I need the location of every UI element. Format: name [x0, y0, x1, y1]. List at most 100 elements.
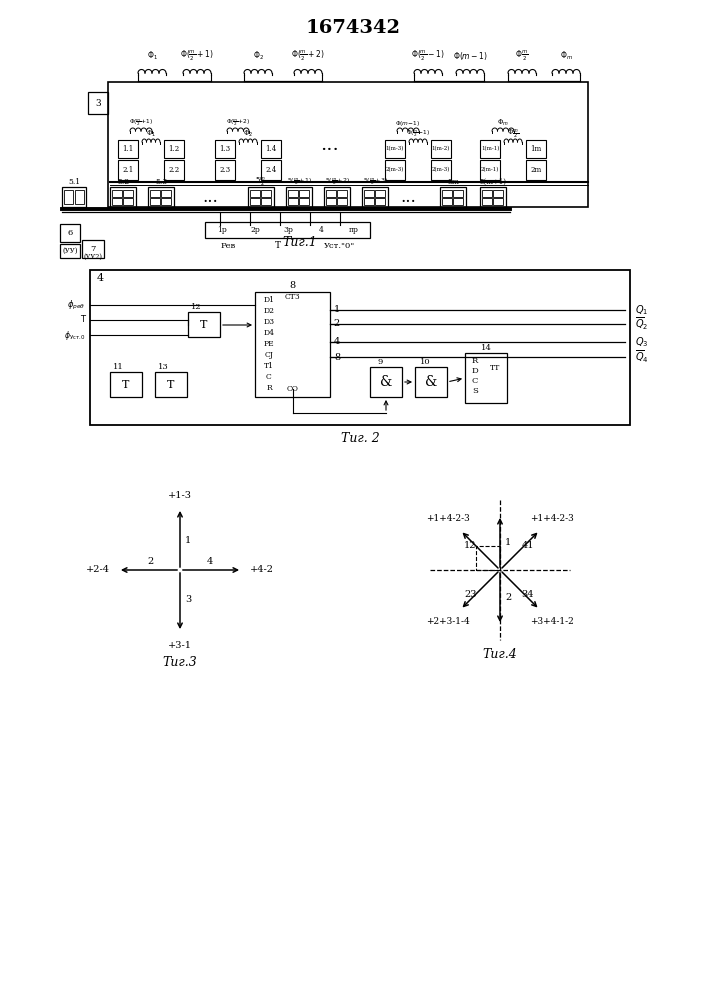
Bar	[286, 187, 312, 207]
Bar	[337, 198, 347, 205]
Text: $\Phi(\frac{m}{2}-1)$: $\Phi(\frac{m}{2}-1)$	[411, 49, 445, 63]
Text: $\Phi_1$: $\Phi_1$	[146, 129, 156, 139]
Text: ...: ...	[202, 188, 218, 206]
Bar	[375, 198, 385, 205]
Bar	[526, 140, 546, 158]
Bar	[261, 190, 271, 197]
Text: 6: 6	[67, 229, 73, 237]
Text: 3: 3	[95, 99, 101, 107]
Text: 1.3: 1.3	[219, 145, 230, 153]
Bar	[431, 140, 451, 158]
Bar	[255, 292, 330, 397]
Text: 5m: 5m	[447, 178, 459, 186]
Bar	[112, 190, 122, 197]
Bar	[148, 187, 174, 207]
Bar	[493, 198, 503, 205]
Bar	[442, 190, 452, 197]
Bar	[90, 270, 630, 425]
Bar	[526, 160, 546, 180]
Bar	[60, 244, 80, 258]
Text: 12: 12	[191, 303, 201, 311]
Bar	[62, 187, 86, 207]
Bar	[364, 190, 374, 197]
Text: D4: D4	[264, 329, 274, 337]
Text: 1(m-1): 1(m-1)	[481, 146, 499, 152]
Text: 1(m-3): 1(m-3)	[386, 146, 404, 152]
Text: 5(m+1): 5(m+1)	[479, 178, 506, 186]
Text: +3-1: +3-1	[168, 641, 192, 650]
Bar	[88, 92, 108, 114]
Text: +1+4-2-3: +1+4-2-3	[426, 514, 470, 523]
Bar	[385, 140, 405, 158]
Bar	[110, 372, 142, 397]
Text: 8: 8	[334, 353, 340, 361]
Text: $\Phi(\frac{m}{2}\!-\!1)$: $\Phi(\frac{m}{2}\!-\!1)$	[406, 129, 431, 139]
Bar	[480, 187, 506, 207]
Bar	[248, 187, 274, 207]
Text: D1: D1	[264, 296, 274, 304]
Text: 4: 4	[319, 226, 323, 234]
Text: $5(\frac{m}{2}\!+\!3)$: $5(\frac{m}{2}\!+\!3)$	[363, 177, 387, 187]
Text: 2m: 2m	[530, 166, 542, 174]
Text: 1.1: 1.1	[122, 145, 134, 153]
Text: 9: 9	[378, 358, 382, 366]
Text: +3+4-1-2: +3+4-1-2	[530, 617, 573, 626]
Text: 23: 23	[464, 590, 477, 599]
Text: T: T	[200, 320, 208, 330]
Text: 10: 10	[420, 358, 431, 366]
Text: 1m: 1m	[530, 145, 542, 153]
Text: $\overline{Q}_2$: $\overline{Q}_2$	[635, 316, 648, 332]
Bar	[123, 190, 133, 197]
Bar	[82, 240, 104, 258]
Text: D: D	[472, 367, 479, 375]
Text: Τиг.4: Τиг.4	[483, 648, 518, 662]
Text: 1: 1	[334, 306, 340, 314]
Bar	[482, 198, 492, 205]
Bar	[370, 367, 402, 397]
Bar	[215, 140, 235, 158]
Text: ...: ...	[400, 188, 416, 206]
Text: 11: 11	[112, 363, 124, 371]
Text: T: T	[168, 380, 175, 390]
Text: C: C	[266, 373, 272, 381]
Text: +1+4-2-3: +1+4-2-3	[530, 514, 573, 523]
Bar	[205, 222, 370, 238]
Bar	[465, 353, 507, 403]
Text: C: C	[472, 377, 478, 385]
Text: 41: 41	[522, 541, 534, 550]
Text: 1.2: 1.2	[168, 145, 180, 153]
Text: &: &	[425, 375, 437, 389]
Text: $\Phi_m$: $\Phi_m$	[497, 118, 509, 128]
Bar	[326, 198, 336, 205]
Text: $\Phi(\frac{m}{2}\!+\!1)$: $\Phi(\frac{m}{2}\!+\!1)$	[129, 118, 153, 128]
Text: 2.2: 2.2	[168, 166, 180, 174]
Bar	[188, 312, 220, 337]
Text: TT: TT	[490, 364, 500, 372]
Text: T: T	[275, 241, 281, 250]
Bar	[431, 160, 451, 180]
Text: ...: ...	[321, 136, 339, 154]
Bar	[161, 190, 171, 197]
Bar	[482, 190, 492, 197]
Bar	[215, 160, 235, 180]
Text: $\Phi(m-1)$: $\Phi(m-1)$	[452, 50, 488, 62]
Text: $Q_3$: $Q_3$	[635, 335, 648, 349]
Text: $\phi_{pe\theta}$: $\phi_{pe\theta}$	[66, 298, 85, 312]
Bar	[261, 140, 281, 158]
Text: R: R	[266, 384, 272, 392]
Bar	[288, 190, 298, 197]
Text: 2(m-1): 2(m-1)	[481, 167, 499, 173]
Text: $\phi_{\text{Уст.0}}$: $\phi_{\text{Уст.0}}$	[64, 328, 85, 342]
Bar	[415, 367, 447, 397]
Text: $\Phi(\frac{m}{2}+1)$: $\Phi(\frac{m}{2}+1)$	[180, 49, 214, 63]
Text: 2(m-3): 2(m-3)	[432, 167, 450, 173]
Bar	[112, 198, 122, 205]
Text: CJ: CJ	[264, 351, 274, 359]
Text: $\Phi\frac{m}{2}$: $\Phi\frac{m}{2}$	[515, 49, 529, 63]
Text: $\Phi_m$: $\Phi_m$	[559, 50, 573, 62]
Text: $\Phi_2$: $\Phi_2$	[252, 50, 264, 62]
Text: Уст."0": Уст."0"	[325, 242, 356, 250]
Bar	[118, 140, 138, 158]
Bar	[493, 190, 503, 197]
Text: 2(m-3): 2(m-3)	[386, 167, 404, 173]
